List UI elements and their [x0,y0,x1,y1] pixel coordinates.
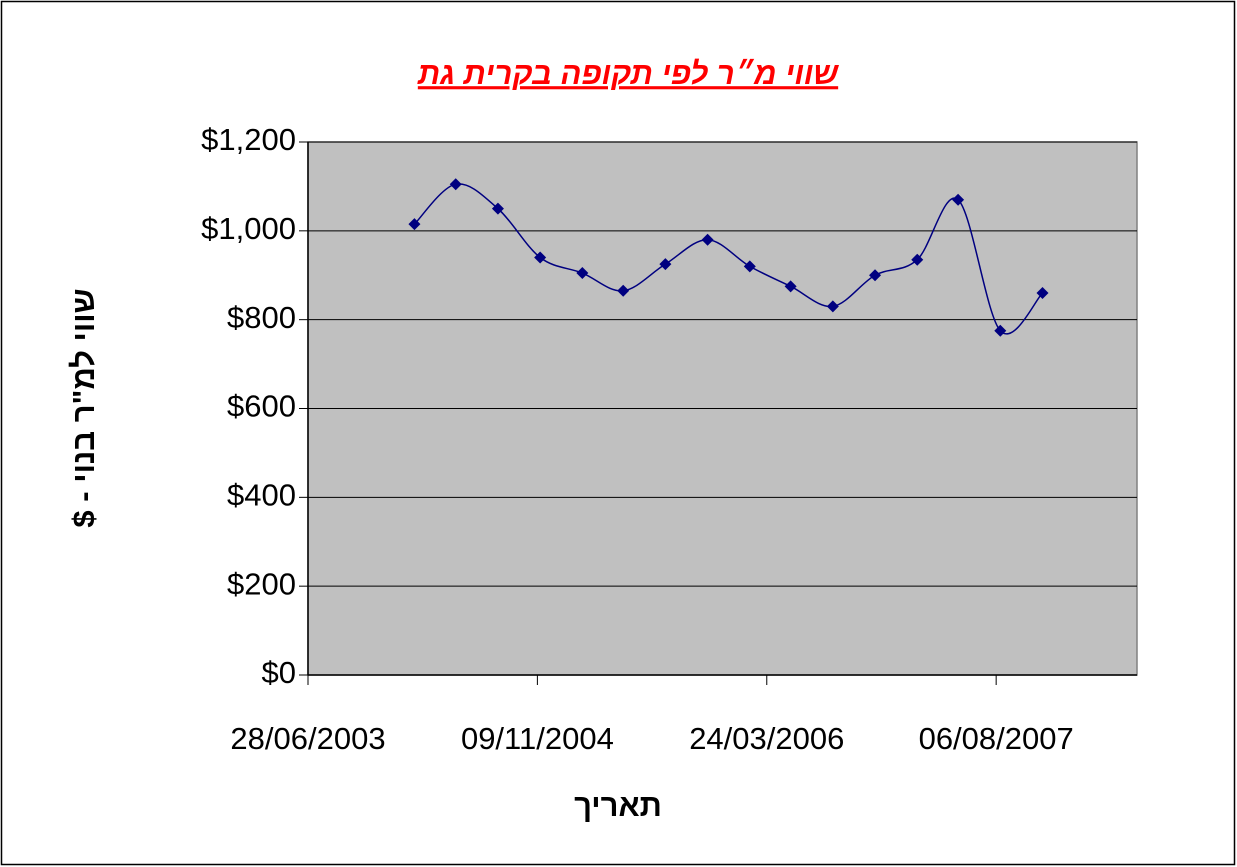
marker [701,233,714,246]
y-tick-label: $400 [227,478,296,513]
y-tick-label: $1,200 [201,122,296,157]
marker [408,218,421,231]
y-tick-label: $200 [227,566,296,601]
x-tick-label: 09/11/2004 [461,721,614,756]
x-axis-label: תאריך [574,788,662,823]
marker [952,193,965,206]
marker [449,178,462,191]
y-tick-label: $800 [227,300,296,335]
marker [491,202,504,215]
marker [576,267,589,280]
marker [869,269,882,282]
chart-title: שווי מ״ר לפי תקופה בקרית גת [417,56,839,91]
marker [911,253,924,266]
y-tick-label: $600 [227,389,296,424]
y-tick-label: $1,000 [201,211,296,246]
y-tick-label: $0 [262,655,296,690]
y-axis-label: שווי למ"ר בנוי - $ [66,288,101,527]
x-tick-label: 06/08/2007 [919,721,1074,756]
marker [784,280,797,293]
x-tick-label: 24/03/2006 [689,721,844,756]
marker [1036,287,1049,300]
marker [994,324,1007,337]
marker [617,284,630,297]
marker [659,258,672,271]
x-tick-label: 28/06/2003 [230,721,385,756]
marker [743,260,756,273]
marker [534,251,547,264]
marker [826,300,839,313]
